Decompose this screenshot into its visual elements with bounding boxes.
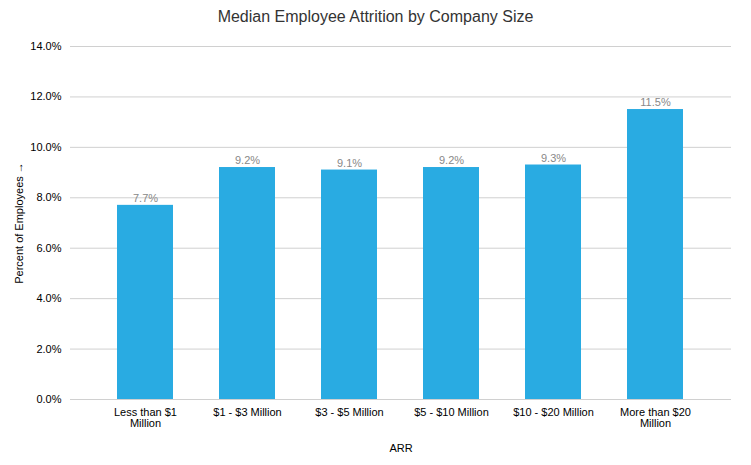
svg-text:11.5%: 11.5% bbox=[640, 96, 671, 108]
svg-text:12.0%: 12.0% bbox=[30, 90, 61, 102]
svg-text:7.7%: 7.7% bbox=[133, 192, 158, 204]
svg-text:$3 - $5 Million: $3 - $5 Million bbox=[315, 406, 383, 418]
svg-text:4.0%: 4.0% bbox=[36, 292, 61, 304]
svg-text:10.0%: 10.0% bbox=[30, 141, 61, 153]
svg-text:$10 - $20 Million: $10 - $20 Million bbox=[513, 406, 594, 418]
svg-text:9.1%: 9.1% bbox=[337, 157, 362, 169]
svg-text:6.0%: 6.0% bbox=[36, 242, 61, 254]
html-text:Median Employee Attrition by C: Median Employee Attrition by Company Siz… bbox=[217, 8, 534, 25]
svg-text:$5 - $10 Million: $5 - $10 Million bbox=[414, 406, 489, 418]
svg-text:9.2%: 9.2% bbox=[439, 154, 464, 166]
svg-text:More than $20Million: More than $20Million bbox=[620, 406, 691, 429]
svg-text:2.0%: 2.0% bbox=[36, 343, 61, 355]
svg-text:9.2%: 9.2% bbox=[235, 154, 260, 166]
svg-text:8.0%: 8.0% bbox=[36, 191, 61, 203]
svg-text:9.3%: 9.3% bbox=[541, 152, 566, 164]
svg-text:Less than $1Million: Less than $1Million bbox=[114, 406, 177, 429]
svg-text:14.0%: 14.0% bbox=[30, 40, 61, 52]
svg-text:ARR: ARR bbox=[389, 442, 412, 454]
svg-text:Percent of Employees →: Percent of Employees → bbox=[13, 162, 25, 284]
svg-text:$1 - $3 Million: $1 - $3 Million bbox=[213, 406, 281, 418]
svg-text:0.0%: 0.0% bbox=[36, 393, 61, 405]
